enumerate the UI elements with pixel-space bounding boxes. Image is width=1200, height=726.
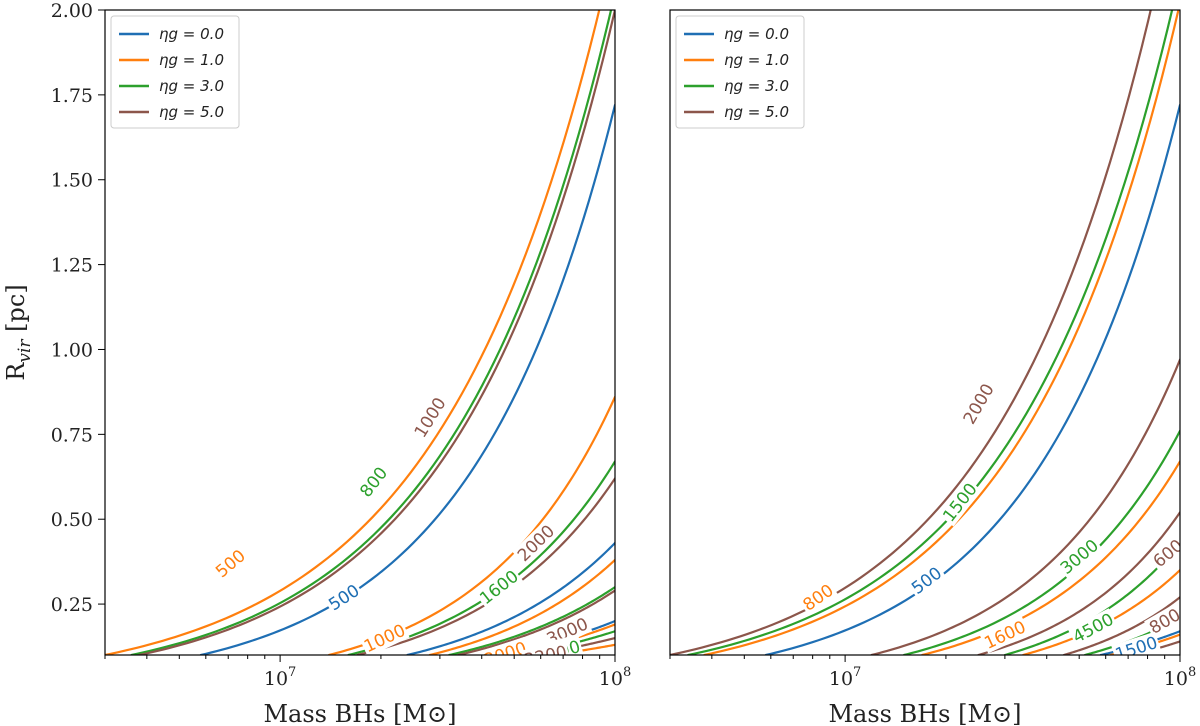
- x-minor-ticks: [104, 655, 601, 659]
- legend-box: [110, 15, 240, 129]
- contour-label-gap: [480, 637, 531, 655]
- contour-line-eta3: [902, 429, 1180, 655]
- contour-level-label: 1000: [411, 394, 451, 441]
- contour-label-gap: [979, 615, 1030, 654]
- x-axis-label: Mass BHs [M⊙]: [263, 700, 456, 726]
- legend-label: ηg = 3.0: [724, 77, 789, 95]
- contour-label-gap: [1068, 608, 1119, 648]
- contour-label-gap: [1111, 631, 1162, 655]
- legend-label: ηg = 0.0: [724, 25, 789, 43]
- y-tick-label: 1.00: [51, 339, 93, 361]
- contour-label-gap: [354, 461, 393, 503]
- contour-line-eta1: [428, 558, 615, 655]
- contour-label-gap: [797, 578, 839, 616]
- y-tick-label: 1.50: [51, 170, 93, 192]
- contour-label-gap: [1055, 534, 1104, 579]
- contour-line-eta3: [448, 586, 615, 655]
- contour-label-gap: [409, 392, 451, 443]
- contour-line-eta5: [138, 10, 615, 655]
- y-tick-label: 0.75: [51, 424, 93, 446]
- contour-line-eta3: [130, 10, 613, 655]
- contour-label-gap: [520, 641, 571, 655]
- y-tick-label: 1.75: [51, 85, 93, 107]
- legend: ηg = 0.0 ηg = 1.0 ηg = 3.0 ηg = 5.0: [110, 15, 240, 129]
- contour-level-label: 1500: [1113, 633, 1160, 665]
- legend-box: [675, 15, 805, 129]
- y-tick-label: 1.25: [51, 255, 93, 277]
- legend-label: ηg = 3.0: [159, 77, 224, 95]
- contour-label-gap: [906, 561, 947, 600]
- contour-level-label: 800: [356, 464, 392, 502]
- plot-frame: [669, 9, 1181, 656]
- y-tick-label: 0.25: [51, 594, 93, 616]
- y-tick-label: 0.50: [51, 509, 93, 531]
- x-tick-label: 108: [1164, 665, 1196, 690]
- x-axis-label: Mass BHs [M⊙]: [828, 700, 1021, 726]
- contour-line-eta0: [764, 103, 1180, 655]
- legend: ηg = 0.0 ηg = 1.0 ηg = 3.0 ηg = 5.0: [675, 15, 805, 129]
- contour-line-eta5: [670, 10, 1152, 655]
- contour-level-label: 4500: [1070, 610, 1118, 648]
- contour-line-eta1: [105, 10, 601, 655]
- legend-label: ηg = 0.0: [159, 25, 224, 43]
- y-axis-label: Rvir [pc]: [2, 284, 35, 380]
- y-tick-label: 2.00: [51, 0, 93, 22]
- contour-line-eta5: [977, 511, 1180, 655]
- contour-line-eta0: [406, 541, 615, 655]
- contour-label-gap: [1147, 533, 1180, 573]
- contour-label-gap: [359, 619, 410, 655]
- legend-label: ηg = 1.0: [724, 51, 789, 69]
- contour-line-eta5: [870, 358, 1180, 655]
- contour-line-eta3: [687, 10, 1174, 655]
- left-panel: 107 108 0.25 0.50 0.75 1.00 1.25 1.50 1.75 2.00 Rv…: [2, 0, 631, 726]
- x-tick-label: 107: [829, 665, 861, 690]
- x-tick-label: 108: [599, 665, 631, 690]
- contour-line-eta5: [1062, 596, 1180, 655]
- contour-label-gap: [210, 544, 251, 583]
- legend-label: ηg = 1.0: [159, 51, 224, 69]
- x-tick-label: 107: [264, 665, 296, 690]
- legend-label: ηg = 5.0: [724, 103, 789, 121]
- contour-level-label: 2000: [960, 381, 999, 428]
- x-minor-ticks: [669, 655, 1166, 659]
- contour-line-eta5: [457, 589, 615, 655]
- contour-line-eta1: [921, 460, 1180, 655]
- contour-label-gap: [323, 579, 365, 616]
- contour-level-label: 1600: [981, 617, 1029, 653]
- contour-label-gap: [937, 477, 982, 527]
- contour-label-gap: [512, 519, 560, 567]
- contour-level-label: 600: [1150, 536, 1188, 572]
- contour-line-eta1: [703, 10, 1180, 655]
- contour-level-label: 1000: [361, 621, 409, 657]
- plot-frame: [104, 9, 616, 656]
- contour-label-gap: [958, 378, 999, 429]
- contour-line-eta0: [199, 103, 615, 655]
- legend-label: ηg = 5.0: [159, 103, 224, 121]
- contour-level-label: 500: [908, 563, 946, 599]
- contour-label-gap: [1144, 603, 1180, 639]
- contour-label-gap: [474, 565, 524, 610]
- contour-level-label: 500: [212, 546, 250, 582]
